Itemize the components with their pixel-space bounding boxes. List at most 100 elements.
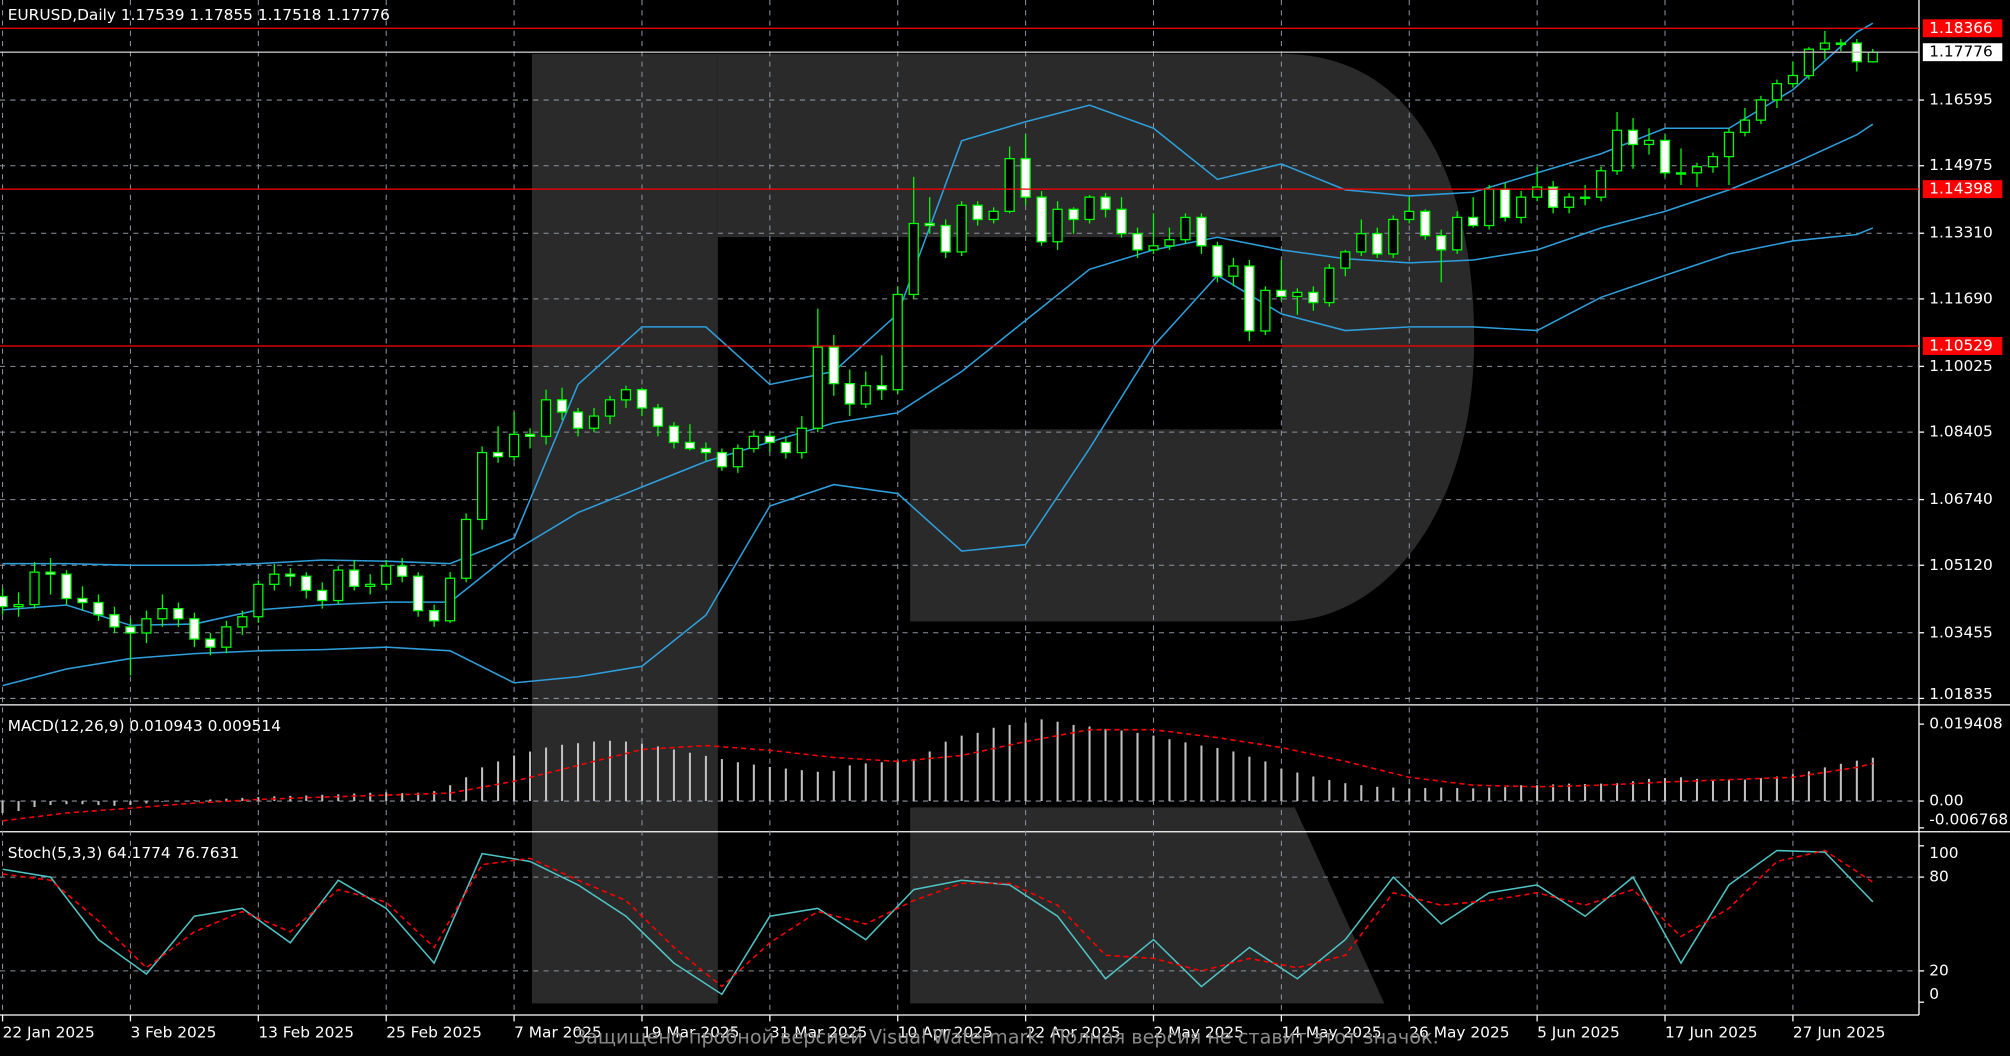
candle-body: [668, 425, 680, 444]
watermark-text: Защищено пробной версией Visual Watermar…: [574, 1026, 1439, 1049]
candle-body: [0, 595, 8, 608]
candle-body: [908, 222, 919, 296]
logo-stem: [531, 53, 718, 1004]
candle-body: [157, 608, 168, 620]
candle-body: [1132, 233, 1143, 251]
x-tick-label: 26 May 2025: [1409, 1023, 1509, 1041]
candle-body: [620, 389, 632, 401]
candle-body: [445, 577, 456, 622]
y-tick-label: 80: [1929, 868, 1949, 886]
x-tick-label: 14 May 2025: [1281, 1023, 1381, 1041]
candle-body: [1356, 233, 1367, 253]
level-label-box: [1922, 19, 2003, 38]
candle-body: [1579, 196, 1591, 200]
level-label: 1.18366: [1929, 19, 1993, 37]
x-tick-label: 10 Apr 2025: [898, 1023, 993, 1041]
candle-body: [1004, 158, 1015, 212]
candle-body: [1532, 186, 1543, 198]
candle-body: [572, 411, 584, 429]
x-tick-label: 2 May 2025: [1153, 1023, 1243, 1041]
price-label: 1.17776: [1929, 43, 1993, 61]
candle-body: [972, 204, 983, 221]
candle-body: [476, 451, 488, 521]
candle-body: [1691, 166, 1703, 174]
candle-body: [588, 415, 600, 429]
candle-body: [492, 451, 504, 458]
level-label-box: [1922, 337, 2003, 355]
candle-body: [508, 433, 520, 458]
level-label: 1.14398: [1929, 180, 1993, 198]
candle-body: [1675, 172, 1687, 175]
candle-body: [333, 569, 344, 602]
candle-body: [29, 571, 40, 606]
bollinger-upper: [2, 22, 1874, 567]
candle-body: [1228, 265, 1239, 277]
candle-body: [1324, 267, 1335, 304]
candle-body: [860, 385, 871, 405]
y-tick-label: 1.05120: [1929, 556, 1993, 574]
candle-body: [1707, 155, 1719, 168]
candle-body: [1611, 129, 1623, 172]
candle-body: [1276, 289, 1287, 298]
candle-body: [93, 601, 104, 616]
x-tick-label: 31 Mar 2025: [770, 1023, 867, 1041]
candle-body: [109, 614, 120, 628]
candle-body: [1420, 210, 1431, 237]
candle-body: [61, 573, 72, 600]
candle-body: [1803, 48, 1815, 77]
candle-body: [13, 603, 24, 608]
candle-body: [1563, 196, 1575, 208]
candle-body: [1244, 265, 1255, 332]
candle-body: [1595, 170, 1607, 198]
candle-body: [1484, 188, 1495, 227]
x-tick-label: 25 Feb 2025: [386, 1023, 482, 1041]
candle-body: [1164, 239, 1175, 247]
candle-body: [237, 616, 248, 628]
candle-body: [540, 399, 552, 437]
candle-body: [1388, 218, 1399, 255]
candle-body: [1196, 216, 1207, 247]
x-tick-label: 5 Jun 2025: [1537, 1023, 1620, 1041]
stoch-signal: [2, 849, 1874, 988]
y-tick-label: -0.006768: [1929, 811, 2008, 829]
candle-body: [365, 583, 376, 587]
y-tick-label: 1.10025: [1929, 357, 1993, 375]
candle-body: [1404, 210, 1415, 221]
x-tick-label: 17 Jun 2025: [1665, 1023, 1758, 1041]
candle-body: [141, 618, 152, 634]
candle-body: [1212, 245, 1223, 277]
candle-body: [173, 608, 184, 620]
candle-body: [988, 210, 999, 221]
y-tick-label: 100: [1929, 844, 1958, 862]
x-tick-label: 3 Feb 2025: [130, 1023, 216, 1041]
candle-body: [812, 346, 823, 429]
candle-body: [828, 346, 839, 385]
macd-title: MACD(12,26,9) 0.010943 0.009514: [8, 717, 281, 735]
candle-body: [1819, 42, 1830, 50]
candle-body: [1739, 119, 1751, 133]
candle-body: [1052, 208, 1063, 243]
candle-body: [1835, 42, 1846, 46]
candle-body: [269, 573, 280, 585]
y-tick-label: 1.06740: [1929, 490, 1993, 508]
candle-body: [1771, 83, 1783, 101]
candle-body: [1084, 196, 1095, 221]
y-tick-label: 1.08405: [1929, 423, 1993, 441]
candle-body: [125, 626, 136, 634]
candle-body: [205, 638, 216, 648]
candle-body: [876, 385, 887, 391]
candle-body: [1755, 99, 1767, 121]
candle-body: [1036, 196, 1047, 243]
candle-body: [1292, 291, 1303, 298]
candle-body: [45, 571, 56, 575]
watermark-logo: [531, 53, 1475, 1004]
y-tick-label: 20: [1929, 961, 1949, 979]
price-label-box: [1922, 43, 2003, 62]
y-tick-label: 1.03455: [1929, 623, 1993, 641]
candle-body: [221, 626, 232, 648]
stoch-title: Stoch(5,3,3) 64.1774 76.7631: [8, 844, 239, 862]
candle-body: [1787, 74, 1799, 85]
candle-body: [652, 407, 664, 427]
stoch-main: [2, 849, 1874, 996]
